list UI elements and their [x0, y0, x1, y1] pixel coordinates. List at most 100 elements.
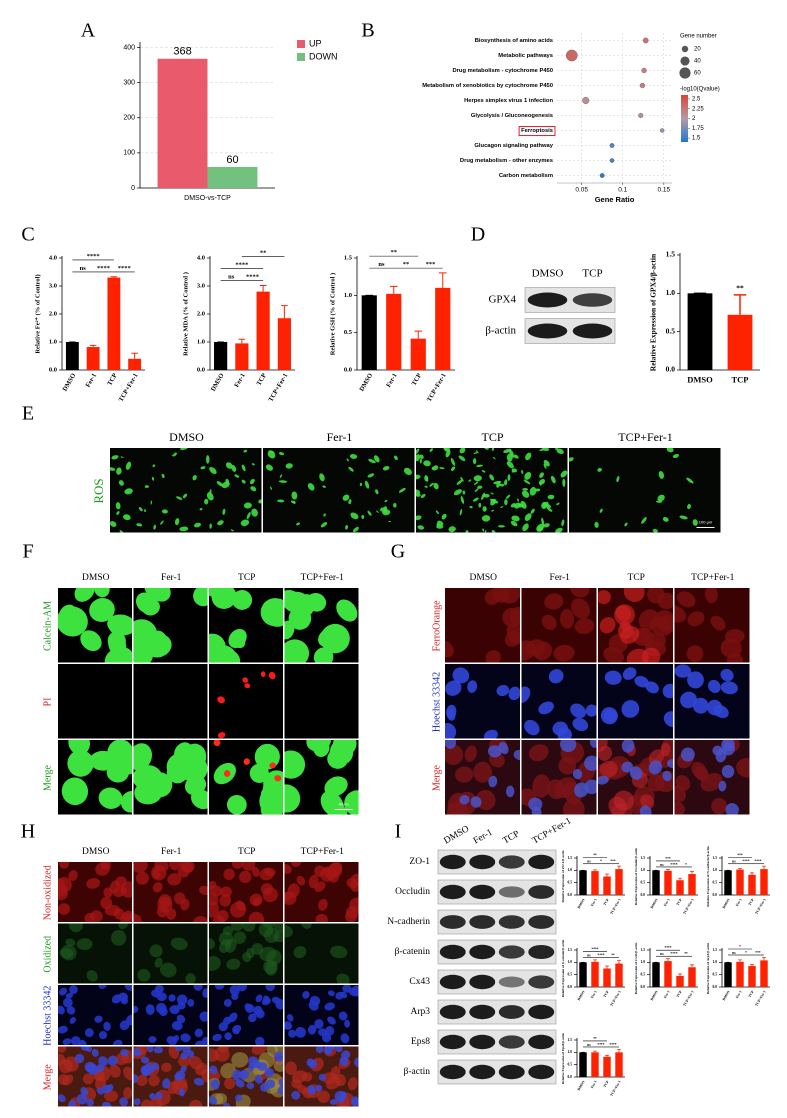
column-header: Fer-1: [161, 573, 182, 583]
bar: [652, 962, 660, 987]
cell: [327, 990, 335, 997]
micrograph: [284, 664, 359, 739]
y-tick-label: 0.0: [666, 365, 676, 374]
y-tick-label: 1.5: [568, 856, 573, 860]
cell: [598, 775, 609, 785]
y-tick-label: 0.0: [568, 985, 573, 989]
lane-label: TCP: [582, 268, 602, 280]
y-axis-label: Relative Expression of Arp3/β-actin: [706, 943, 710, 995]
cell: [161, 1062, 172, 1073]
cell: [185, 973, 196, 984]
cell: [209, 881, 217, 890]
bar: [724, 962, 732, 987]
cell: [180, 1033, 191, 1043]
cell: [217, 732, 226, 739]
y-tick-label: 4.0: [49, 254, 57, 261]
cell: [102, 1101, 110, 1107]
cell: [504, 479, 508, 486]
cell: [542, 523, 550, 528]
cell: [649, 616, 672, 637]
micrograph-background: [110, 448, 262, 533]
cell: [82, 1073, 94, 1085]
y-tick-label: 0.5: [568, 880, 573, 884]
cell: [264, 1067, 274, 1078]
y-tick-label: 200: [123, 115, 135, 122]
cell: [590, 740, 597, 748]
x-tick-label: DMSO: [722, 898, 731, 910]
y-axis-label: Relative Expression of Eps8/β-actin: [561, 1033, 565, 1084]
cell: [503, 448, 512, 454]
cell: [468, 479, 472, 482]
cell: [493, 480, 502, 485]
cell: [488, 775, 498, 788]
cell: [351, 1098, 359, 1107]
cell: [330, 1066, 341, 1078]
error-bar: [438, 272, 447, 288]
error-bar: [238, 338, 246, 344]
y-axis-label: Relative MDA (% of Control ): [182, 272, 189, 356]
blot-band: [527, 323, 568, 339]
y-tick-label: 4.0: [197, 254, 205, 261]
error-bar: [281, 305, 288, 319]
y-tick-label: 1.0: [713, 868, 718, 872]
data-label: 368: [173, 46, 191, 58]
significance-label: ns: [732, 951, 736, 955]
cell: [243, 758, 250, 765]
cell: [94, 1015, 103, 1023]
x-tick-label: DMSO: [210, 372, 226, 392]
cell: [511, 515, 520, 522]
x-tick-label: TCP+Fer-1: [609, 898, 621, 915]
cell: [246, 1082, 255, 1090]
bar: [435, 287, 451, 370]
cell: [541, 517, 545, 526]
row-label: β-actin: [404, 1067, 431, 1077]
cell: [153, 1046, 163, 1054]
cell: [306, 1058, 314, 1067]
y-tick-label: 1.5: [666, 250, 676, 259]
point: [609, 143, 615, 148]
cell: [674, 664, 692, 678]
cell: [667, 758, 673, 769]
micrograph: [445, 740, 520, 815]
error-bar: [762, 865, 766, 870]
error-bar: [666, 868, 670, 871]
legend-size: [680, 56, 690, 66]
significance-label: ns: [732, 860, 736, 864]
blot-band: [469, 974, 496, 990]
legend-size: [679, 67, 691, 79]
cell: [526, 639, 546, 657]
blot-band: [498, 886, 525, 898]
cell: [161, 473, 165, 479]
cell: [446, 708, 456, 721]
cell: [562, 798, 585, 815]
cell: [478, 502, 482, 508]
cell: [211, 1079, 220, 1090]
x-tick-label: TCP: [676, 989, 683, 998]
cell: [334, 1090, 346, 1102]
blot-band: [439, 1034, 466, 1050]
column-header: Fer-1: [550, 573, 571, 583]
bar: [361, 295, 377, 370]
cell: [199, 885, 208, 895]
cell: [561, 519, 565, 527]
cell: [340, 991, 348, 999]
cell: [528, 744, 549, 762]
significance-label: ****: [118, 265, 131, 272]
category-label: Ferroptosis: [521, 128, 553, 134]
data-label: 60: [226, 154, 238, 166]
cell: [521, 686, 531, 704]
cell: [274, 1051, 283, 1062]
cell: [544, 593, 564, 610]
lane-label: TCP+Fer-1: [531, 816, 574, 846]
cell: [248, 911, 265, 922]
cell: [76, 1093, 88, 1105]
micrograph: [58, 985, 132, 1045]
cell: [469, 505, 473, 509]
row-label: Oxidized: [42, 936, 53, 973]
cell: [211, 588, 237, 609]
blot-band: [469, 884, 496, 900]
cell: [473, 475, 482, 482]
significance-label: ****: [235, 262, 248, 269]
significance-label: ***: [665, 857, 671, 861]
y-tick-label: 300: [123, 79, 135, 86]
